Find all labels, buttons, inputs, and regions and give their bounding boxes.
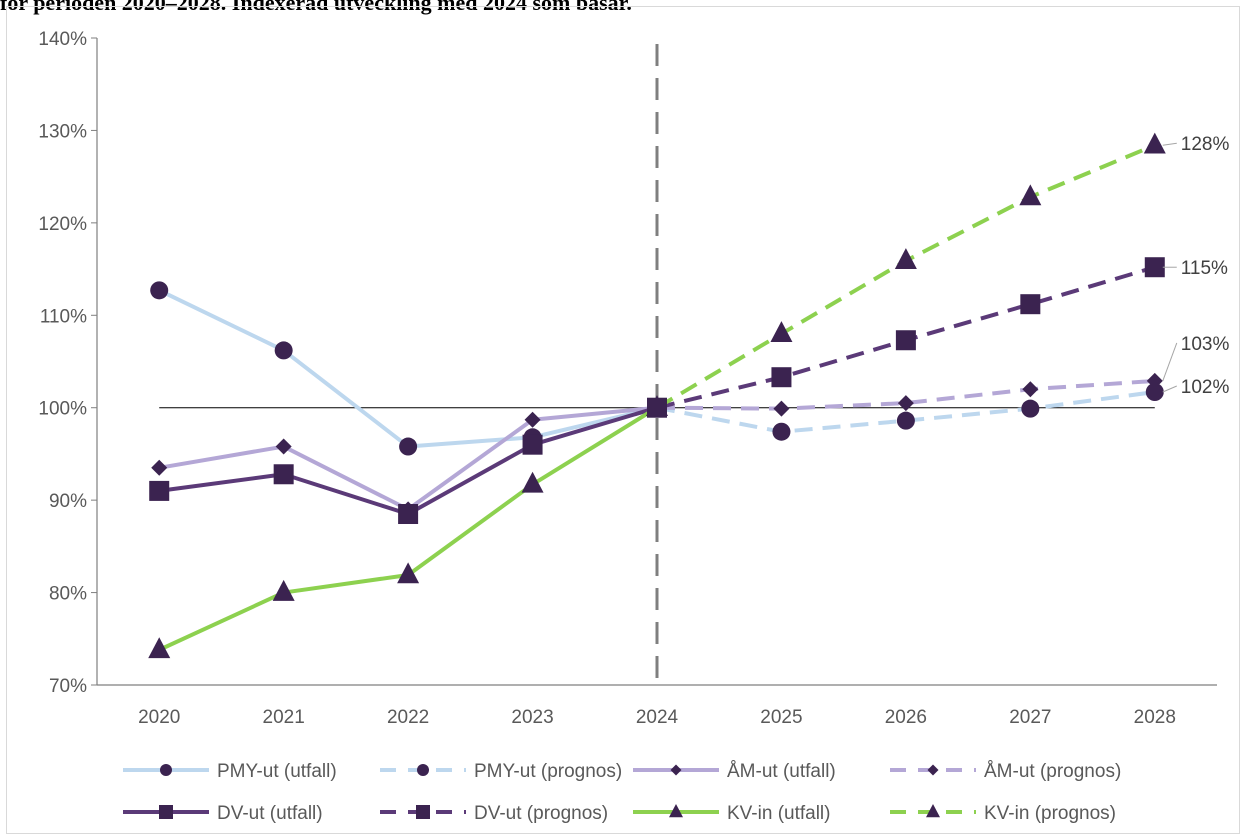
legend-marker bbox=[416, 805, 430, 819]
figure-caption: för perioden 2020–2028. Indexerad utveck… bbox=[0, 0, 632, 15]
y-tick-label: 140% bbox=[38, 29, 87, 50]
data-point bbox=[771, 367, 792, 388]
data-point bbox=[275, 438, 292, 455]
data-point bbox=[521, 471, 544, 493]
series-line bbox=[158, 405, 658, 512]
legend-marker bbox=[670, 764, 682, 776]
y-tick-label: 120% bbox=[38, 214, 87, 235]
axes bbox=[91, 37, 1217, 687]
legend-marker bbox=[669, 803, 683, 818]
data-label: 115% bbox=[1181, 258, 1228, 279]
legend-marker bbox=[927, 764, 939, 776]
y-tick-label: 110% bbox=[40, 306, 87, 327]
data-label: 128% bbox=[1181, 134, 1230, 155]
data-point bbox=[773, 400, 790, 417]
x-tick-label: 2021 bbox=[263, 707, 305, 728]
legend-label: KV-in (prognos) bbox=[984, 803, 1116, 824]
series-line bbox=[158, 288, 658, 449]
data-point bbox=[1146, 372, 1163, 389]
legend-label: DV-ut (utfall) bbox=[217, 803, 323, 824]
data-point bbox=[524, 411, 541, 428]
data-point bbox=[646, 395, 668, 416]
data-point bbox=[274, 341, 293, 360]
legend-label: ÅM-ut (prognos) bbox=[984, 761, 1121, 782]
y-axis-ticks: 70% 80% 90% 100% 110% 120% 130% 140% bbox=[38, 29, 87, 697]
data-point bbox=[397, 562, 420, 584]
x-tick-label: 2026 bbox=[885, 707, 927, 728]
legend-marker bbox=[159, 805, 173, 819]
series-markers bbox=[148, 132, 1166, 659]
data-point bbox=[895, 330, 916, 351]
legend-marker bbox=[926, 803, 940, 818]
data-point bbox=[1019, 184, 1042, 206]
legend-marker bbox=[160, 764, 172, 776]
data-label: 103% bbox=[1181, 334, 1230, 355]
legend-label: PMY-ut (utfall) bbox=[217, 761, 337, 782]
y-tick-label: 70% bbox=[49, 676, 87, 697]
data-point bbox=[1022, 381, 1039, 398]
legend-label: KV-in (utfall) bbox=[727, 803, 830, 824]
data-point bbox=[273, 464, 294, 485]
data-point bbox=[149, 480, 170, 501]
x-tick-label: 2020 bbox=[138, 707, 180, 728]
data-point bbox=[399, 437, 418, 456]
data-label-leader bbox=[1162, 142, 1177, 146]
data-point bbox=[522, 434, 543, 455]
data-labels: 128% 115% 103% 102% bbox=[1162, 134, 1230, 398]
x-tick-label: 2024 bbox=[636, 707, 679, 728]
data-point bbox=[1145, 383, 1164, 402]
y-tick-label: 80% bbox=[49, 584, 87, 605]
data-point bbox=[150, 281, 169, 300]
data-point bbox=[897, 395, 914, 412]
x-tick-label: 2022 bbox=[387, 707, 429, 728]
data-point bbox=[151, 459, 168, 476]
series-line bbox=[656, 390, 1156, 434]
data-point bbox=[1020, 294, 1041, 315]
legend: PMY-ut (utfall) PMY-ut (prognos) ÅM-ut (ut… bbox=[123, 761, 1121, 824]
y-tick-label: 130% bbox=[38, 121, 87, 142]
data-label: 102% bbox=[1181, 377, 1230, 398]
x-tick-label: 2023 bbox=[511, 707, 553, 728]
data-point bbox=[398, 504, 419, 525]
chart-frame bbox=[6, 6, 1240, 834]
data-point bbox=[148, 637, 171, 659]
legend-label: DV-ut (prognos) bbox=[474, 803, 608, 824]
data-label-leader bbox=[1162, 342, 1178, 382]
data-point bbox=[272, 579, 295, 601]
data-point bbox=[1021, 399, 1040, 418]
data-point bbox=[770, 321, 793, 343]
data-label-leader bbox=[1162, 385, 1177, 393]
data-point bbox=[772, 422, 791, 441]
data-point bbox=[896, 411, 915, 430]
x-tick-label: 2028 bbox=[1134, 707, 1176, 728]
series-line bbox=[655, 143, 1156, 410]
x-tick-label: 2027 bbox=[1009, 707, 1051, 728]
x-axis-ticks: 2020 2021 2022 2023 2024 2025 2026 2027 2028 bbox=[138, 707, 1176, 728]
x-tick-label: 2025 bbox=[760, 707, 802, 728]
legend-label: ÅM-ut (utfall) bbox=[727, 761, 836, 782]
data-point bbox=[1144, 257, 1165, 278]
legend-label: PMY-ut (prognos) bbox=[474, 761, 622, 782]
y-tick-label: 90% bbox=[49, 491, 87, 512]
data-point bbox=[894, 248, 917, 270]
data-point bbox=[1143, 132, 1166, 154]
legend-marker bbox=[417, 764, 429, 776]
y-tick-label: 100% bbox=[38, 399, 87, 420]
